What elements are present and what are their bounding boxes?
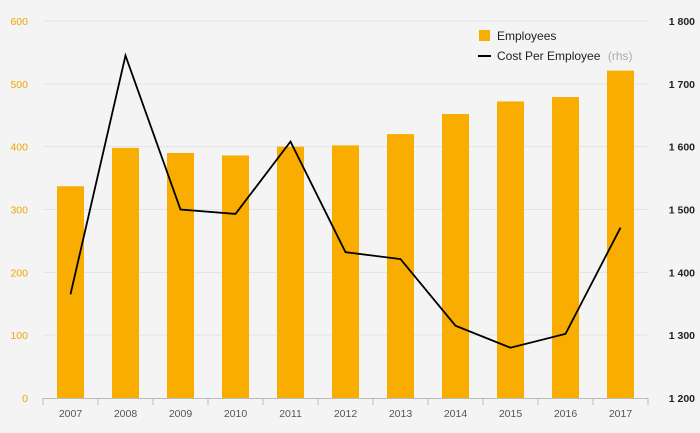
x-tick-label: 2015 [499,408,523,420]
y-axis-left: 0 100 200 300 400 500 600 [10,16,28,405]
bar-series [57,70,634,399]
bar-employees [277,146,304,398]
legend-swatch-employees [479,30,490,41]
line-series [69,52,622,349]
y-right-tick-label: 1 300 [669,330,695,342]
x-tick-label: 2012 [334,408,358,420]
bar-employees [497,101,524,398]
x-tick-label: 2016 [554,408,578,420]
y-left-tick-label: 200 [10,267,28,279]
x-axis: 2007 2008 2009 2010 2011 2012 2013 2014 2015 2016… [42,398,649,420]
legend-label-rhs: (rhs) [608,49,633,63]
x-tick-label: 2014 [444,408,468,420]
y-right-tick-label: 1 600 [669,142,695,154]
y-left-tick-label: 500 [10,79,28,91]
bar-employees [332,145,359,398]
x-tick-label: 2008 [114,408,138,420]
bar-employees [552,97,579,399]
bar-employees [442,113,469,398]
bar-employees [167,152,194,398]
y-right-tick-label: 1 700 [669,79,695,91]
bar-employees [387,134,414,398]
legend-label-cost-per-employee: Cost Per Employee (rhs) [497,47,633,64]
legend: Employees Cost Per Employee (rhs) [478,29,633,64]
y-right-tick-label: 1 500 [669,205,695,217]
y-left-tick-label: 0 [22,393,28,405]
y-right-tick-label: 1 200 [669,393,695,405]
y-left-tick-label: 600 [10,16,28,28]
x-tick-label: 2010 [224,408,248,420]
y-left-tick-label: 300 [10,205,28,217]
x-tick-label: 2007 [59,408,83,420]
legend-label-cost-per-employee-name: Cost Per Employee [497,49,601,63]
y-left-tick-label: 100 [10,330,28,342]
bar-employees [112,147,139,398]
x-tick-label: 2011 [279,408,302,420]
y-right-tick-label: 1 400 [669,267,695,279]
x-tick-label: 2013 [389,408,413,420]
y-left-tick-label: 400 [10,142,28,154]
line-cost-per-employee [69,52,622,349]
bar-employees [222,155,249,398]
y-right-tick-label: 1 800 [669,16,695,28]
y-axis-right: 1 200 1 300 1 400 1 500 1 600 1 700 1 800 [669,16,695,405]
bar-employees [607,70,634,398]
x-tick-label: 2017 [609,408,633,420]
legend-label-employees: Employees [497,29,556,43]
x-tick-label: 2009 [169,408,193,420]
